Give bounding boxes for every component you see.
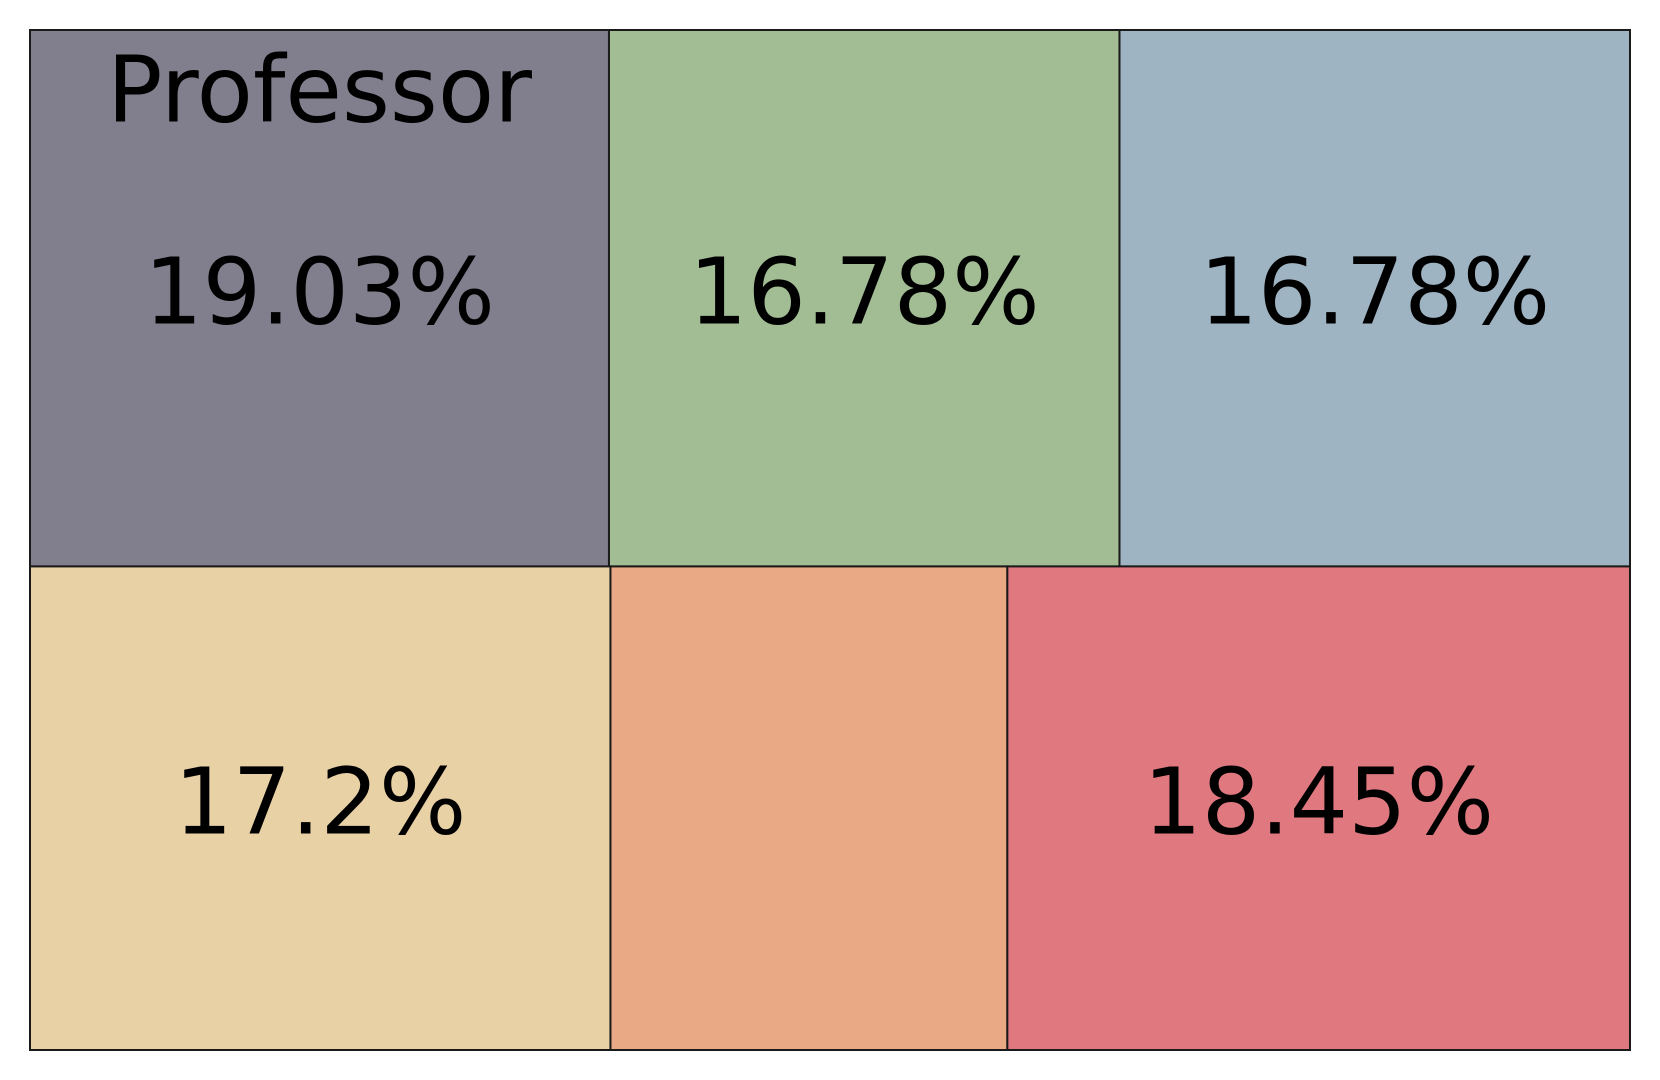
treemap-cell	[29, 565, 612, 1052]
treemap-cell	[1006, 565, 1631, 1052]
treemap-cell	[1118, 29, 1632, 568]
treemap-cell	[609, 565, 1009, 1052]
value-label: 19.03%	[144, 239, 495, 346]
treemap-cell	[29, 29, 610, 568]
treemap-cell	[607, 29, 1121, 568]
value-label: 17.2%	[174, 749, 466, 856]
value-label: 18.45%	[1143, 749, 1494, 856]
cell-label: Professor	[107, 36, 532, 143]
value-label: 16.78%	[689, 239, 1040, 346]
value-label: 16.78%	[1199, 239, 1550, 346]
